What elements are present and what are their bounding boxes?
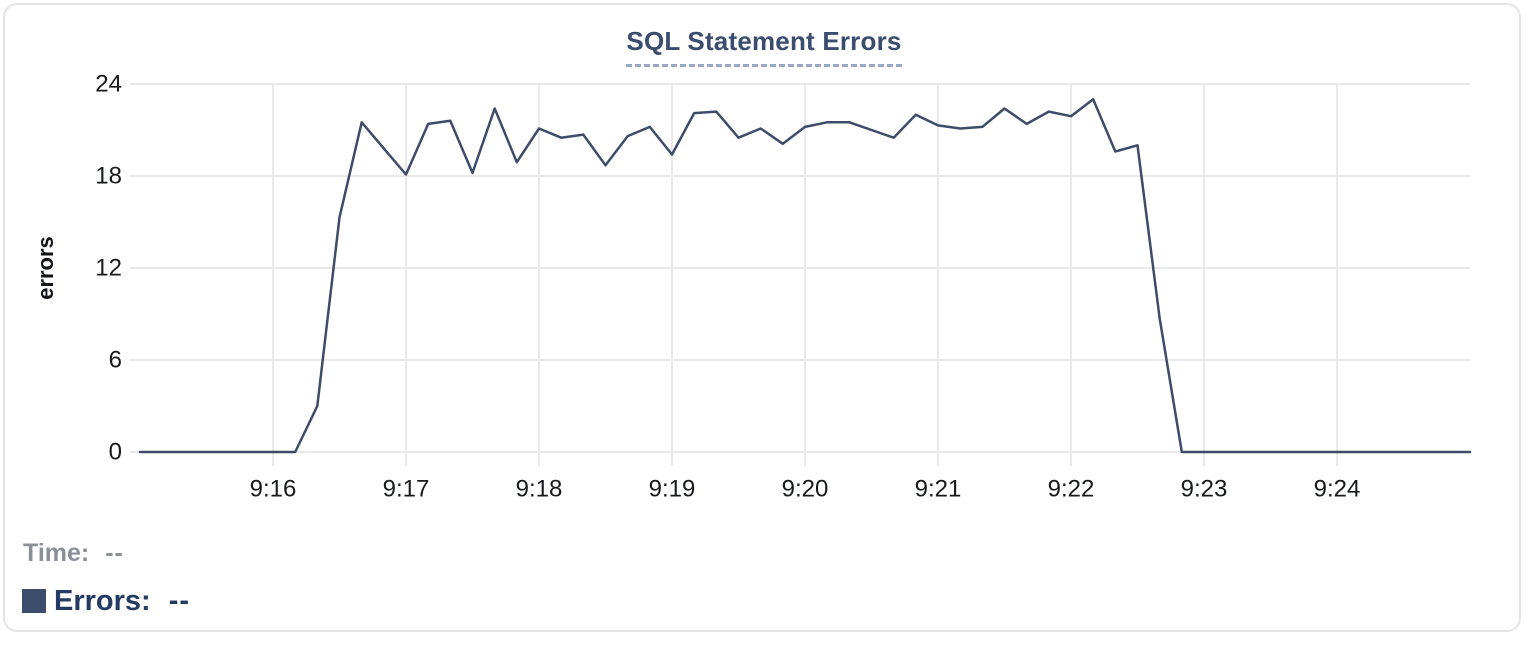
errors-series-line [138, 98, 1472, 454]
x-tick-label: 9:20 [782, 476, 829, 503]
x-tick-label: 9:24 [1314, 476, 1361, 503]
y-tick-label: 6 [109, 347, 122, 374]
x-tick-label: 9:18 [516, 476, 563, 503]
y-tick-label: 18 [95, 163, 122, 190]
legend-errors-label: Errors: [54, 584, 151, 617]
x-tick-label: 9:22 [1048, 476, 1095, 503]
legend-errors-value: -- [168, 584, 191, 617]
x-tick-label: 9:23 [1181, 476, 1228, 503]
y-tick-label: 12 [95, 255, 122, 282]
legend-row-errors[interactable]: Errors: -- [22, 584, 191, 617]
y-tick-label: 0 [109, 439, 122, 466]
chart-card [3, 3, 1521, 632]
x-tick-label: 9:19 [649, 476, 696, 503]
x-tick-label: 9:17 [383, 476, 430, 503]
legend-time-value: -- [105, 538, 124, 567]
legend-row-time: Time: -- [23, 538, 124, 568]
legend-time-label: Time: [23, 538, 90, 567]
chart-header: SQL Statement Errors [0, 26, 1528, 67]
x-tick-label: 9:16 [250, 476, 297, 503]
errors-series-swatch [22, 589, 46, 613]
y-tick-label: 24 [95, 71, 122, 98]
x-tick-label: 9:21 [915, 476, 962, 503]
chart-title[interactable]: SQL Statement Errors [626, 26, 902, 67]
